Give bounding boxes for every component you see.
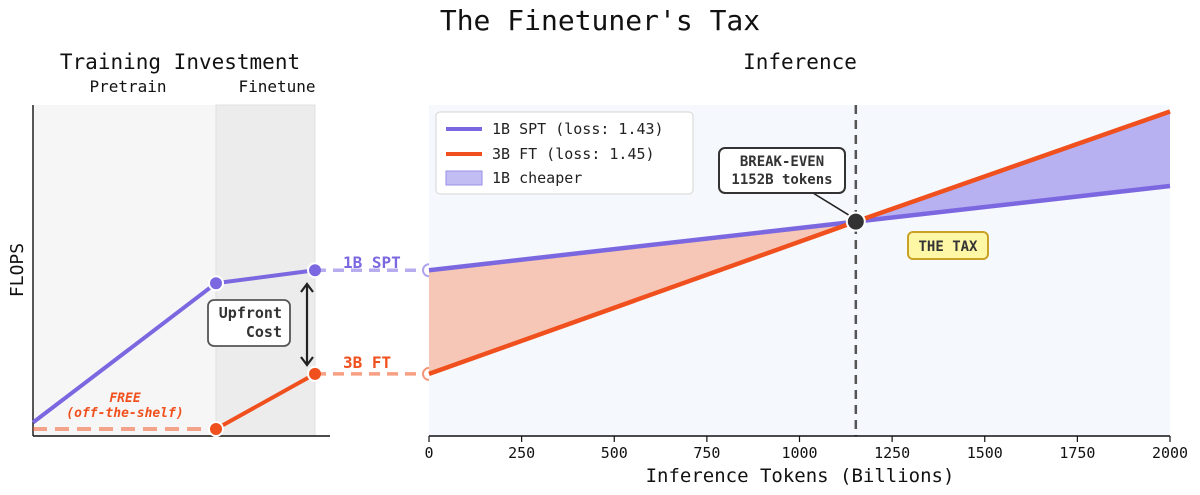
x-tick-label-1250: 1250 (874, 444, 910, 462)
x-tick-label-250: 250 (508, 444, 535, 462)
x-tick-label-750: 750 (693, 444, 720, 462)
x-tick-label-2000: 2000 (1152, 444, 1188, 462)
ft-training-point-1 (208, 421, 224, 437)
tax-annotation: THE TAX (907, 231, 989, 260)
legend-entry-spt: 1B SPT (loss: 1.43) (492, 120, 664, 138)
left-panel-title: Training Investment (60, 50, 300, 74)
x-tick-label-1000: 1000 (781, 444, 817, 462)
free-label-line1: FREE (109, 391, 140, 406)
break-even-label-line1: BREAK-EVEN (740, 154, 824, 170)
x-tick-label-1500: 1500 (967, 444, 1003, 462)
legend-entry-ft: 3B FT (loss: 1.45) (492, 145, 655, 163)
upfront-cost-arrow (300, 282, 314, 367)
break-even-pointer (812, 192, 851, 217)
x-tick-label-500: 500 (601, 444, 628, 462)
legend: 1B SPT (loss: 1.43) 3B FT (loss: 1.45) 1… (435, 111, 694, 195)
upfront-label-line1: Upfront (219, 304, 282, 322)
x-tick-label-0: 0 (424, 444, 433, 462)
left-y-label: FLOPS (7, 243, 28, 297)
upfront-label-line2: Cost (246, 323, 282, 341)
pretrain-region (33, 105, 216, 436)
legend-entry-cheaper: 1B cheaper (492, 169, 582, 187)
right-panel-title: Inference (743, 50, 857, 74)
connector-label-spt: 1B SPT (343, 253, 401, 272)
chart-title: The Finetuner's Tax (440, 4, 760, 37)
upfront-cost-box: Upfront Cost (207, 299, 291, 347)
break-even-box: BREAK-EVEN 1152B tokens (718, 147, 846, 194)
legend-frame (435, 111, 694, 195)
phase-label-finetune: Finetune (238, 77, 315, 96)
free-label-line2: (off-the-shelf) (66, 406, 183, 421)
break-even-marker (845, 211, 866, 232)
right-x-label: Inference Tokens (Billions) (646, 465, 955, 487)
left-panel: Training Investment Pretrain Finetune FL… (7, 50, 330, 437)
legend-swatch-cheaper (445, 170, 483, 186)
break-even-label-line2: 1152B tokens (731, 172, 832, 188)
tax-label: THE TAX (918, 239, 978, 255)
connector-label-ft: 3B FT (343, 353, 391, 372)
x-tick-label-1750: 1750 (1059, 444, 1095, 462)
right-panel: Inference 0 250 500 750 1000 1250 1500 1750 2000… (424, 50, 1188, 487)
ft-finetune-segment (215, 372, 316, 431)
phase-label-pretrain: Pretrain (89, 77, 166, 96)
spt-training-point-1 (208, 275, 224, 292)
